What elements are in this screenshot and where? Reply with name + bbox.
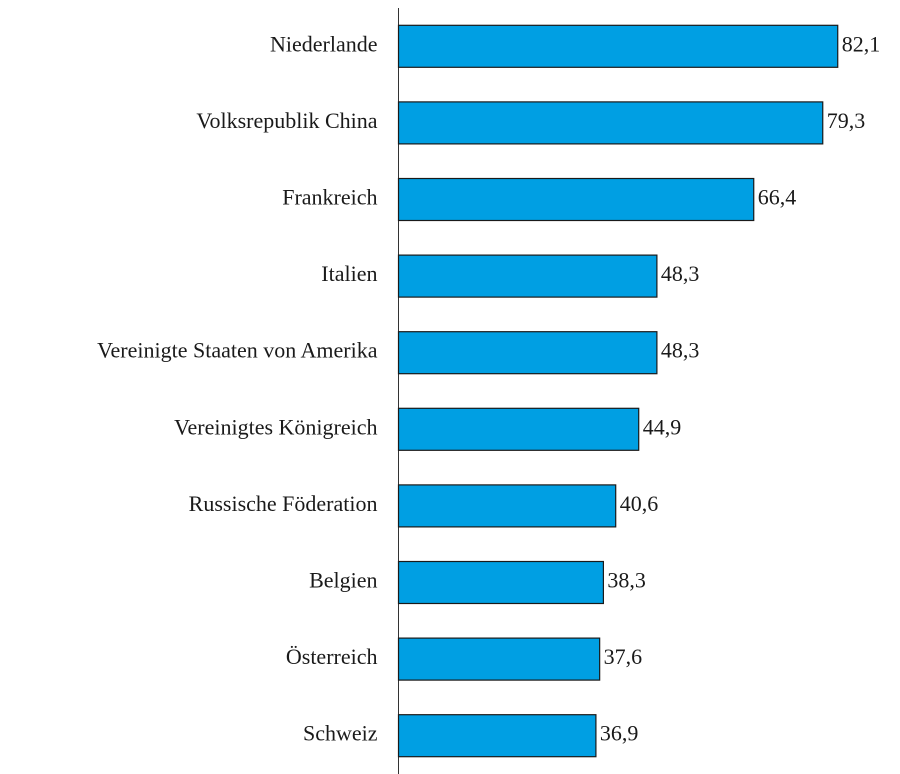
category-label: Niederlande: [270, 31, 378, 56]
bar: [397, 177, 755, 222]
category-label: Belgien: [309, 568, 377, 593]
category-label: Schweiz: [303, 721, 378, 746]
bar: [397, 637, 601, 681]
bar: [397, 254, 658, 298]
value-label: 48,3: [661, 338, 700, 363]
value-label: 48,3: [661, 261, 700, 286]
bar: [397, 714, 597, 758]
category-label: Vereinigtes Königreich: [174, 414, 377, 439]
value-label: 40,6: [620, 491, 659, 516]
category-label: Vereinigte Staaten von Amerika: [97, 338, 378, 363]
category-label: Russische Föderation: [189, 491, 378, 516]
bar: [397, 24, 839, 68]
bar: [397, 560, 605, 605]
bar: [397, 101, 824, 145]
value-label: 37,6: [604, 644, 643, 669]
category-label: Volksrepublik China: [196, 108, 377, 133]
category-label: Österreich: [286, 644, 378, 669]
bar: [397, 407, 640, 451]
value-label: 66,4: [758, 185, 797, 210]
bar: [397, 484, 617, 528]
value-label: 38,3: [607, 568, 646, 593]
category-label: Italien: [321, 261, 377, 286]
value-label: 79,3: [827, 108, 866, 133]
value-label: 44,9: [643, 414, 682, 439]
bar: [397, 331, 658, 375]
category-label: Frankreich: [282, 185, 377, 210]
value-label: 36,9: [600, 721, 639, 746]
value-label: 82,1: [842, 31, 881, 56]
